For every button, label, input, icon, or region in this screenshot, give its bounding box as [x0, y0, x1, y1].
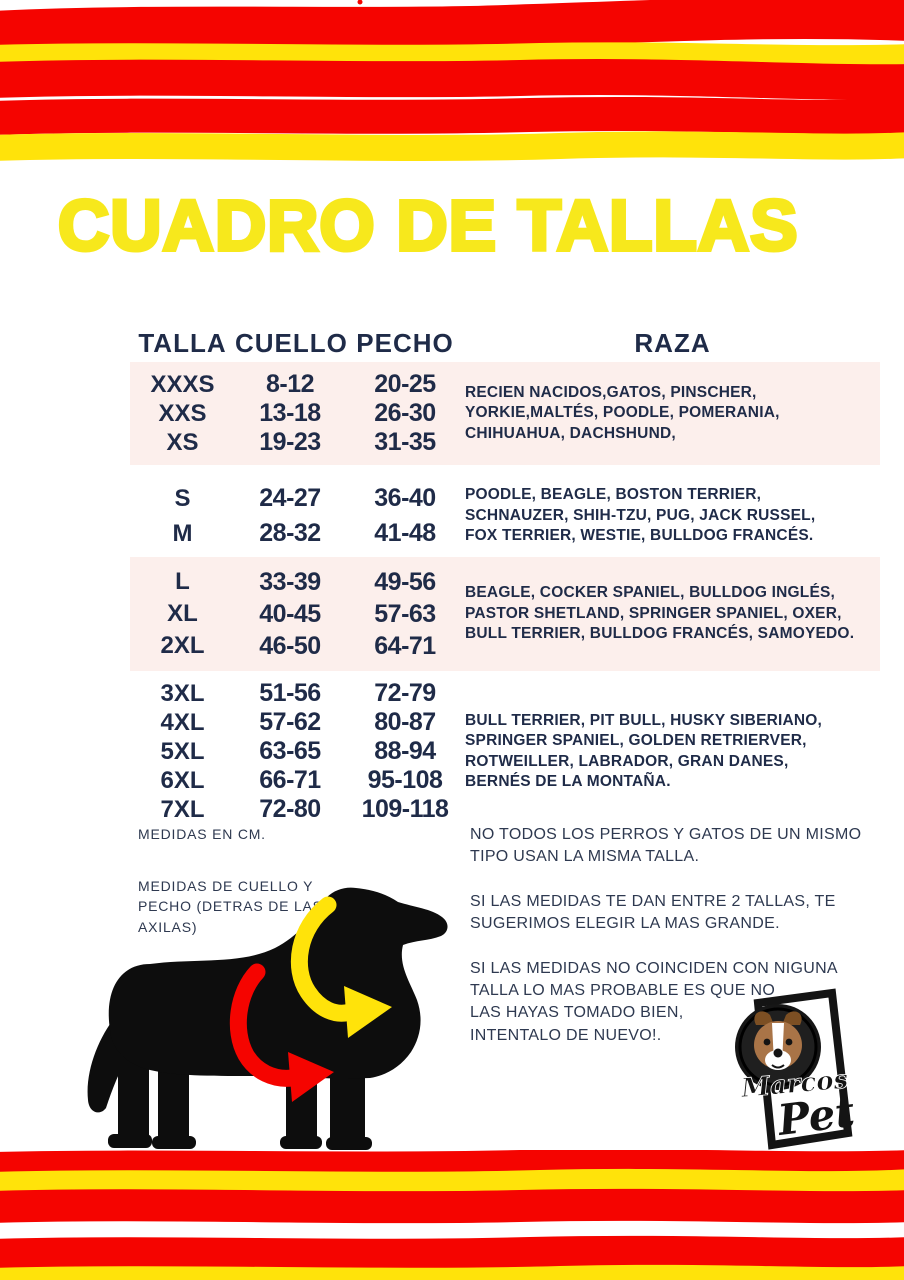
neck-range: 28-32	[259, 519, 321, 547]
chest-range: 20-25	[374, 370, 436, 398]
tip-same-size: NO TODOS LOS PERROS Y GATOS DE UN MISMO …	[470, 826, 862, 866]
tip-no-match: SI LAS MEDIDAS NO COINCIDEN CON NIGUNA T…	[470, 959, 838, 1044]
chest-measure-arrow	[229, 963, 334, 1102]
chest-range: 36-40	[374, 484, 436, 512]
chest-range: 57-63	[374, 600, 436, 628]
size-label: M	[172, 520, 193, 547]
size-table: TALLA CUELLO PECHO RAZA XXXS 8-12 20-25 …	[130, 326, 880, 826]
breed-list: RECIEN NACIDOS,GATOS, PINSCHER, YORKIE,M…	[465, 383, 780, 442]
chest-range: 31-35	[374, 428, 436, 456]
size-label: XXXS	[150, 371, 215, 398]
column-header-raza: RAZA	[634, 327, 711, 358]
size-label: 5XL	[160, 738, 205, 765]
logo-text-pet: Pet	[774, 1087, 857, 1145]
page-title: CUADRO DE TALLAS	[56, 185, 799, 268]
bottom-stripes-decoration	[0, 1150, 904, 1280]
top-stripes-decoration	[0, 0, 904, 161]
neck-range: 51-56	[259, 679, 321, 707]
dog-legs	[108, 1058, 372, 1150]
size-label: 4XL	[160, 709, 205, 736]
chest-range: 88-94	[374, 737, 436, 765]
size-group-l-2xl: L 33-39 49-56 XL 40-45 57-63 2XL 46-50 6…	[130, 557, 880, 671]
size-group-3xl-7xl: 3XL 51-56 72-79 4XL 57-62 80-87 5XL 63-6…	[130, 677, 880, 826]
neck-range: 13-18	[259, 399, 321, 427]
chest-range: 26-30	[374, 399, 436, 427]
size-label: 7XL	[160, 796, 205, 823]
size-group-xxxs-xs: XXXS 8-12 20-25 XXS 13-18 26-30 XS 19-23…	[130, 362, 880, 465]
column-header-pecho: PECHO	[356, 327, 454, 358]
table-header-row: TALLA CUELLO PECHO RAZA	[130, 326, 880, 360]
neck-range: 57-62	[259, 708, 321, 736]
neck-range: 46-50	[259, 632, 321, 660]
measuring-note: MEDIDAS DE CUELLO Y PECHO (DETRAS DE LAS…	[138, 878, 323, 935]
fit-tips: NO TODOS LOS PERROS Y GATOS DE UN MISMO …	[470, 824, 902, 1069]
dog-measurement-illustration	[87, 887, 448, 1150]
chest-range: 95-108	[367, 766, 443, 794]
neck-range: 40-45	[259, 600, 321, 628]
size-label: XXS	[158, 400, 207, 427]
neck-range: 66-71	[259, 766, 321, 794]
size-label: 2XL	[160, 632, 205, 659]
size-label: 3XL	[160, 680, 205, 707]
chest-range: 109-118	[361, 795, 449, 823]
chest-range: 80-87	[374, 708, 436, 736]
chest-range: 41-48	[374, 519, 436, 547]
tip-between-sizes: SI LAS MEDIDAS TE DAN ENTRE 2 TALLAS, TE…	[470, 892, 836, 933]
neck-range: 24-27	[259, 484, 321, 512]
chest-range: 64-71	[374, 632, 436, 660]
neck-range: 63-65	[259, 737, 321, 765]
breed-list: BEAGLE, COCKER SPANIEL, BULLDOG INGLÉS, …	[465, 584, 855, 643]
size-label: XL	[167, 600, 198, 627]
dog-body	[108, 887, 448, 1079]
logo-dog-photo	[735, 1004, 821, 1090]
size-label: 6XL	[160, 767, 205, 794]
size-label: S	[174, 485, 191, 512]
neck-range: 33-39	[259, 568, 321, 596]
neck-range: 19-23	[259, 428, 321, 456]
column-header-talla: TALLA	[138, 327, 227, 358]
column-header-cuello: CUELLO	[235, 327, 348, 358]
size-label: L	[175, 568, 190, 595]
chest-range: 72-79	[374, 679, 436, 707]
neck-measure-arrow	[290, 896, 392, 1038]
marcos-pet-logo: Marcos Pet	[735, 988, 857, 1150]
neck-range: 72-80	[259, 795, 321, 823]
breed-list: BULL TERRIER, PIT BULL, HUSKY SIBERIANO,…	[465, 711, 823, 790]
units-note: MEDIDAS EN CM.	[138, 826, 266, 842]
size-group-s-m: S 24-27 36-40 M 28-32 41-48 POODLE, BEAG…	[130, 477, 880, 555]
breed-list: POODLE, BEAGLE, BOSTON TERRIER, SCHNAUZE…	[465, 486, 816, 545]
neck-range: 8-12	[265, 370, 315, 398]
size-label: XS	[166, 429, 199, 456]
chest-range: 49-56	[374, 568, 436, 596]
